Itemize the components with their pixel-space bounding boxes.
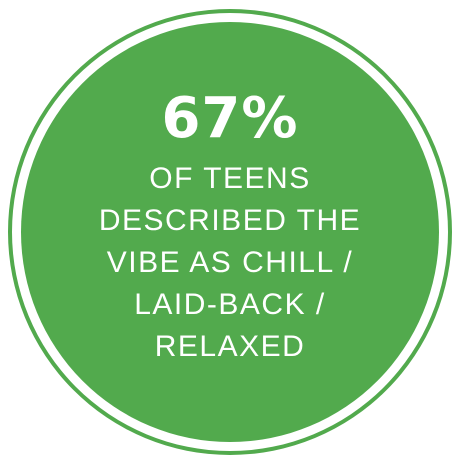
caption-line-3: VIBE AS CHILL / — [106, 246, 354, 279]
outer-ring — [8, 9, 452, 455]
caption-line-4: LAID-BACK / — [134, 288, 326, 321]
caption-line-1: OF TEENS — [149, 162, 311, 195]
caption-line-2: DESCRIBED THE — [98, 204, 362, 237]
stat-caption: OF TEENS DESCRIBED THE VIBE AS CHILL / L… — [99, 158, 361, 368]
stat-badge: 67% OF TEENS DESCRIBED THE VIBE AS CHILL… — [21, 22, 439, 442]
stat-value: 67% — [161, 86, 299, 151]
caption-line-5: RELAXED — [154, 330, 306, 363]
